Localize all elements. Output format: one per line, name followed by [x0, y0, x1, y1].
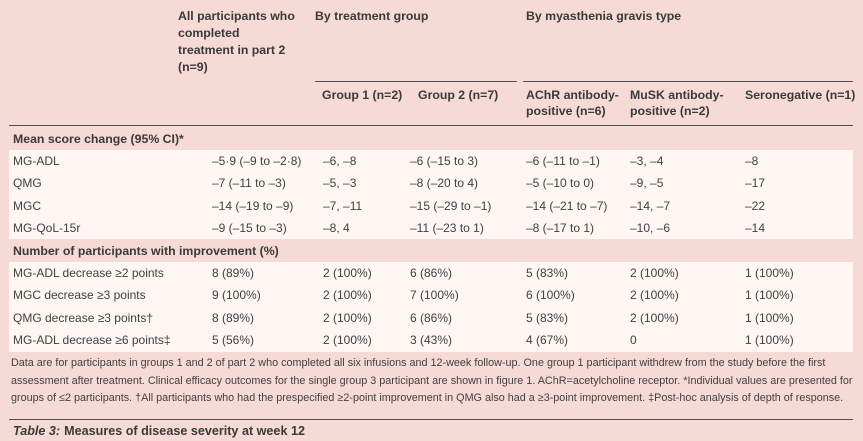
cell-group-1: 2 (100%): [323, 288, 372, 303]
cell-seronegative: –17: [745, 176, 766, 191]
table-row: MG-ADL decrease ≥2 points 8 (89%) 2 (100…: [9, 262, 853, 284]
cell-group-1: 2 (100%): [323, 310, 372, 325]
cell-all-participants: –7 (–11 to –3): [212, 176, 286, 191]
cell-group-1: –5, –3: [323, 176, 357, 191]
cell-group-1: –8, 4: [323, 220, 350, 235]
column-header-all-participants: All participants who completed treatment…: [178, 9, 295, 74]
table-row: MG-ADL –5·9 (–9 to –2·8) –6, –8 –6 (–15 …: [9, 150, 853, 172]
cell-achr: –14 (–21 to –7): [526, 198, 608, 213]
cell-all-participants: 5 (56%): [212, 332, 255, 347]
cell-seronegative: 1 (100%): [745, 288, 794, 303]
cell-group-2: 6 (86%): [410, 266, 453, 281]
cell-group-2: –6 (–15 to 3): [410, 154, 479, 169]
table-row: QMG decrease ≥3 points† 8 (89%) 2 (100%)…: [9, 307, 853, 329]
cell-seronegative: 1 (100%): [745, 310, 794, 325]
cell-group-1: –7, –11: [323, 198, 363, 213]
cell-musk: –14, –7: [630, 198, 671, 213]
cell-achr: –8 (–17 to 1): [526, 220, 595, 235]
cell-all-participants: –5·9 (–9 to –2·8): [212, 154, 302, 169]
cell-achr: –5 (–10 to 0): [526, 176, 595, 191]
cell-group-1: 2 (100%): [323, 266, 372, 281]
cell-group-2: 3 (43%): [410, 332, 453, 347]
row-label: MG-QoL-15r: [13, 220, 81, 235]
cell-group-2: –11 (–23 to 1): [410, 220, 484, 235]
cell-musk: 2 (100%): [630, 288, 679, 303]
column-header-group-2: Group 2 (n=7): [418, 88, 499, 102]
row-label: QMG decrease ≥3 points†: [13, 310, 153, 325]
cell-musk: –9, –5: [630, 176, 664, 191]
cell-all-participants: –14 (–19 to –9): [212, 198, 294, 213]
section-1-rows: MG-ADL –5·9 (–9 to –2·8) –6, –8 –6 (–15 …: [9, 150, 853, 239]
section-2-rows: MG-ADL decrease ≥2 points 8 (89%) 2 (100…: [9, 262, 853, 352]
row-label: MGC decrease ≥3 points: [13, 288, 146, 303]
table-row: QMG –7 (–11 to –3) –5, –3 –8 (–20 to 4) …: [9, 172, 853, 194]
cell-all-participants: 8 (89%): [212, 310, 255, 325]
cell-achr: 6 (100%): [526, 288, 575, 303]
header-rule: [9, 125, 853, 126]
cell-all-participants: 9 (100%): [212, 288, 261, 303]
table-row: MGC decrease ≥3 points 9 (100%) 2 (100%)…: [9, 284, 853, 306]
cell-all-participants: 8 (89%): [212, 266, 255, 281]
cell-seronegative: –14: [745, 220, 766, 235]
row-label: MGC: [13, 198, 41, 213]
row-label: MG-ADL decrease ≥6 points‡: [13, 332, 171, 347]
table-row: MG-ADL decrease ≥6 points‡ 5 (56%) 2 (10…: [9, 329, 853, 351]
cell-group-1: 2 (100%): [323, 332, 372, 347]
table-footnote: Data are for participants in groups 1 an…: [11, 357, 853, 404]
row-label: MG-ADL decrease ≥2 points: [13, 266, 164, 281]
cell-seronegative: –22: [745, 198, 766, 213]
column-header-group-1: Group 1 (n=2): [322, 88, 403, 102]
table-row: MG-QoL-15r –9 (–15 to –3) –8, 4 –11 (–23…: [9, 217, 853, 239]
table-caption: Table 3: Measures of disease severity at …: [13, 424, 305, 438]
column-header-musk: MuSK antibody-positive (n=2): [630, 88, 724, 118]
cell-seronegative: –8: [745, 154, 759, 169]
cell-seronegative: 1 (100%): [745, 266, 794, 281]
cell-group-2: –15 (–29 to –1): [410, 198, 492, 213]
mg-type-group-underline: [523, 81, 853, 82]
caption-rule: [9, 419, 853, 420]
table-caption-title: Measures of disease severity at week 12: [64, 424, 305, 438]
cell-musk: –10, –6: [630, 220, 671, 235]
cell-achr: 5 (83%): [526, 266, 569, 281]
column-group-header-treatment: By treatment group: [315, 9, 429, 23]
cell-musk: –3, –4: [630, 154, 664, 169]
column-header-achr: AChR antibody-positive (n=6): [526, 88, 619, 118]
cell-group-2: –8 (–20 to 4): [410, 176, 479, 191]
section-title-mean-score-change: Mean score change (95% CI)*: [13, 132, 184, 146]
cell-musk: 2 (100%): [630, 310, 679, 325]
cell-all-participants: –9 (–15 to –3): [212, 220, 287, 235]
cell-group-2: 7 (100%): [410, 288, 459, 303]
cell-group-2: 6 (86%): [410, 310, 453, 325]
table-caption-number: Table 3:: [13, 424, 61, 438]
cell-seronegative: 1 (100%): [745, 332, 794, 347]
row-label: MG-ADL: [13, 154, 60, 169]
cell-achr: 5 (83%): [526, 310, 569, 325]
section-title-participants-improvement: Number of participants with improvement …: [13, 244, 279, 258]
cell-musk: 2 (100%): [630, 266, 679, 281]
treatment-group-underline: [315, 81, 517, 82]
cell-group-1: –6, –8: [323, 154, 357, 169]
row-label: QMG: [13, 176, 42, 191]
cell-achr: 4 (67%): [526, 332, 569, 347]
cell-musk: 0: [630, 332, 637, 347]
column-header-seronegative: Seronegative (n=1): [745, 88, 856, 102]
column-group-header-mg-type: By myasthenia gravis type: [526, 9, 682, 23]
table-row: MGC –14 (–19 to –9) –7, –11 –15 (–29 to …: [9, 195, 853, 217]
cell-achr: –6 (–11 to –1): [526, 154, 600, 169]
